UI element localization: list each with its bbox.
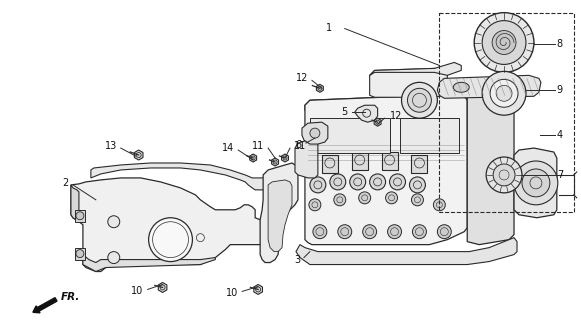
Circle shape <box>433 199 445 211</box>
Bar <box>382 152 397 170</box>
Bar <box>322 155 338 173</box>
Circle shape <box>490 79 518 107</box>
Circle shape <box>522 169 550 197</box>
Text: 8: 8 <box>557 38 563 49</box>
Circle shape <box>309 199 321 211</box>
Circle shape <box>310 128 320 138</box>
Circle shape <box>493 164 515 186</box>
Bar <box>75 210 85 222</box>
FancyArrow shape <box>33 298 57 313</box>
Circle shape <box>482 71 526 115</box>
Text: 7: 7 <box>557 170 563 180</box>
Bar <box>439 13 574 212</box>
Polygon shape <box>250 154 257 162</box>
Circle shape <box>370 174 386 190</box>
Polygon shape <box>437 76 541 98</box>
Text: 3: 3 <box>294 255 300 265</box>
Circle shape <box>108 252 120 264</box>
Polygon shape <box>71 178 270 271</box>
Polygon shape <box>71 185 79 222</box>
Polygon shape <box>282 154 289 162</box>
Polygon shape <box>302 122 328 144</box>
Polygon shape <box>296 238 517 265</box>
Polygon shape <box>83 255 216 271</box>
Polygon shape <box>305 88 484 115</box>
Text: 11: 11 <box>294 141 306 151</box>
Circle shape <box>514 161 558 205</box>
Polygon shape <box>514 148 557 218</box>
Circle shape <box>310 177 326 193</box>
Text: 14: 14 <box>222 143 234 153</box>
Text: 13: 13 <box>105 141 117 151</box>
Circle shape <box>313 225 327 239</box>
Circle shape <box>437 225 451 239</box>
Polygon shape <box>295 140 318 178</box>
Polygon shape <box>158 283 167 292</box>
Circle shape <box>149 218 192 261</box>
Circle shape <box>76 212 84 220</box>
Text: 11: 11 <box>252 141 264 151</box>
Polygon shape <box>370 68 447 97</box>
Polygon shape <box>370 62 461 76</box>
Polygon shape <box>305 90 467 244</box>
Text: 6: 6 <box>296 140 302 150</box>
Circle shape <box>330 174 346 190</box>
Circle shape <box>334 194 346 206</box>
Bar <box>352 152 368 170</box>
Ellipse shape <box>506 80 522 90</box>
Polygon shape <box>254 284 263 294</box>
Polygon shape <box>272 158 278 166</box>
Text: FR.: FR. <box>61 292 80 302</box>
Bar <box>411 155 428 173</box>
Text: 12: 12 <box>296 73 308 83</box>
Text: 1: 1 <box>326 23 332 33</box>
Polygon shape <box>91 163 270 190</box>
Circle shape <box>386 192 397 204</box>
Circle shape <box>413 225 426 239</box>
Polygon shape <box>317 84 323 92</box>
Circle shape <box>407 88 431 112</box>
Bar <box>75 248 85 260</box>
Circle shape <box>363 225 376 239</box>
Polygon shape <box>355 105 378 122</box>
Circle shape <box>482 20 526 64</box>
Circle shape <box>338 225 352 239</box>
Bar <box>310 118 390 153</box>
Circle shape <box>388 225 401 239</box>
Polygon shape <box>268 180 292 252</box>
Circle shape <box>76 250 84 258</box>
Text: 4: 4 <box>557 130 563 140</box>
Polygon shape <box>260 163 298 262</box>
Polygon shape <box>374 118 381 126</box>
Circle shape <box>350 174 365 190</box>
Text: 5: 5 <box>342 107 348 117</box>
Bar <box>400 118 459 153</box>
Circle shape <box>108 216 120 228</box>
Polygon shape <box>134 150 143 160</box>
Circle shape <box>390 174 406 190</box>
Text: 10: 10 <box>226 288 238 299</box>
Text: 12: 12 <box>390 111 402 121</box>
Text: 2: 2 <box>63 178 69 188</box>
Circle shape <box>474 13 534 72</box>
Text: 9: 9 <box>557 85 563 95</box>
Circle shape <box>411 194 424 206</box>
Circle shape <box>358 192 371 204</box>
Text: 10: 10 <box>131 286 144 296</box>
Circle shape <box>401 82 437 118</box>
Circle shape <box>486 157 522 193</box>
Circle shape <box>410 177 425 193</box>
Polygon shape <box>467 88 514 244</box>
Circle shape <box>496 85 512 101</box>
Circle shape <box>492 31 516 54</box>
Ellipse shape <box>453 82 469 92</box>
